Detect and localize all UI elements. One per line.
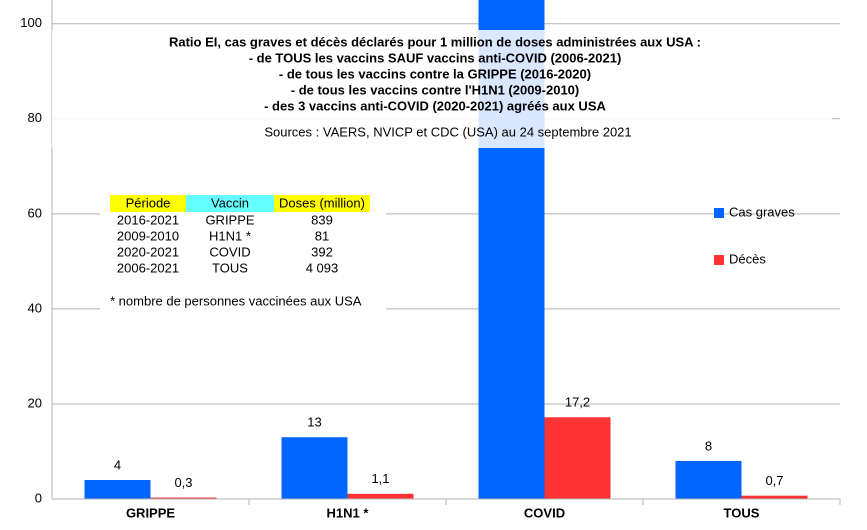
legend-label: Décès	[729, 251, 766, 266]
y-tick-label: 80	[28, 110, 42, 125]
chart-title: - de tous les vaccins contre l'H1N1 (200…	[291, 82, 580, 97]
value-label: 8	[705, 438, 712, 453]
bar	[281, 437, 348, 499]
y-tick-label: 60	[28, 205, 42, 220]
value-label: 1,1	[371, 471, 389, 486]
table-note: * nombre de personnes vaccinées aux USA	[110, 293, 362, 308]
x-tick-label: COVID	[524, 505, 565, 520]
bar	[544, 417, 611, 499]
bar	[741, 495, 808, 499]
table-cell: 2006-2021	[117, 260, 179, 275]
table-header-cell	[110, 195, 186, 212]
x-tick-label: GRIPPE	[126, 505, 175, 520]
legend-label: Cas graves	[729, 204, 795, 219]
legend-swatch	[714, 208, 724, 218]
value-label: 4	[114, 457, 121, 472]
value-label: 13	[307, 415, 321, 430]
value-label: 0,3	[174, 475, 192, 490]
table-cell: 392	[311, 244, 333, 259]
table-cell: COVID	[209, 244, 250, 259]
chart-title: Ratio EI, cas graves et décès déclarés p…	[169, 34, 701, 49]
table-cell: 2020-2021	[117, 244, 179, 259]
bar	[347, 493, 414, 499]
table-header-cell	[186, 195, 274, 212]
y-tick-label: 0	[35, 490, 42, 505]
table-cell: 4 093	[306, 260, 339, 275]
y-tick-label: 20	[28, 395, 42, 410]
table-cell: H1N1 *	[209, 228, 251, 243]
chart-title: - de TOUS les vaccins SAUF vaccins anti-…	[249, 50, 622, 65]
x-tick-label: TOUS	[724, 505, 760, 520]
bar	[150, 497, 217, 499]
table-cell: 2016-2021	[117, 212, 179, 227]
value-label: 0,7	[765, 473, 783, 488]
legend-swatch	[714, 255, 724, 265]
table-cell: GRIPPE	[205, 212, 254, 227]
y-tick-label: 100	[20, 15, 42, 30]
table-header: Doses (million)	[279, 195, 365, 210]
table-cell: 2009-2010	[117, 228, 179, 243]
x-tick-label: H1N1 *	[327, 505, 370, 520]
table-header: Vaccin	[211, 195, 249, 210]
value-label: 17,2	[565, 395, 590, 410]
bar	[675, 460, 742, 499]
y-tick-label: 40	[28, 300, 42, 315]
chart-title: - de tous les vaccins contre la GRIPPE (…	[279, 66, 591, 81]
table-header: Période	[126, 195, 171, 210]
chart-title: - des 3 vaccins anti-COVID (2020-2021) a…	[264, 98, 606, 113]
table-cell: 839	[311, 212, 333, 227]
table-header-cell	[274, 195, 370, 212]
bar	[84, 479, 151, 499]
title-box	[52, 30, 832, 148]
chart-subtitle: Sources : VAERS, NVICP et CDC (USA) au 2…	[264, 124, 631, 139]
table-cell: TOUS	[212, 260, 248, 275]
table-cell: 81	[315, 228, 329, 243]
